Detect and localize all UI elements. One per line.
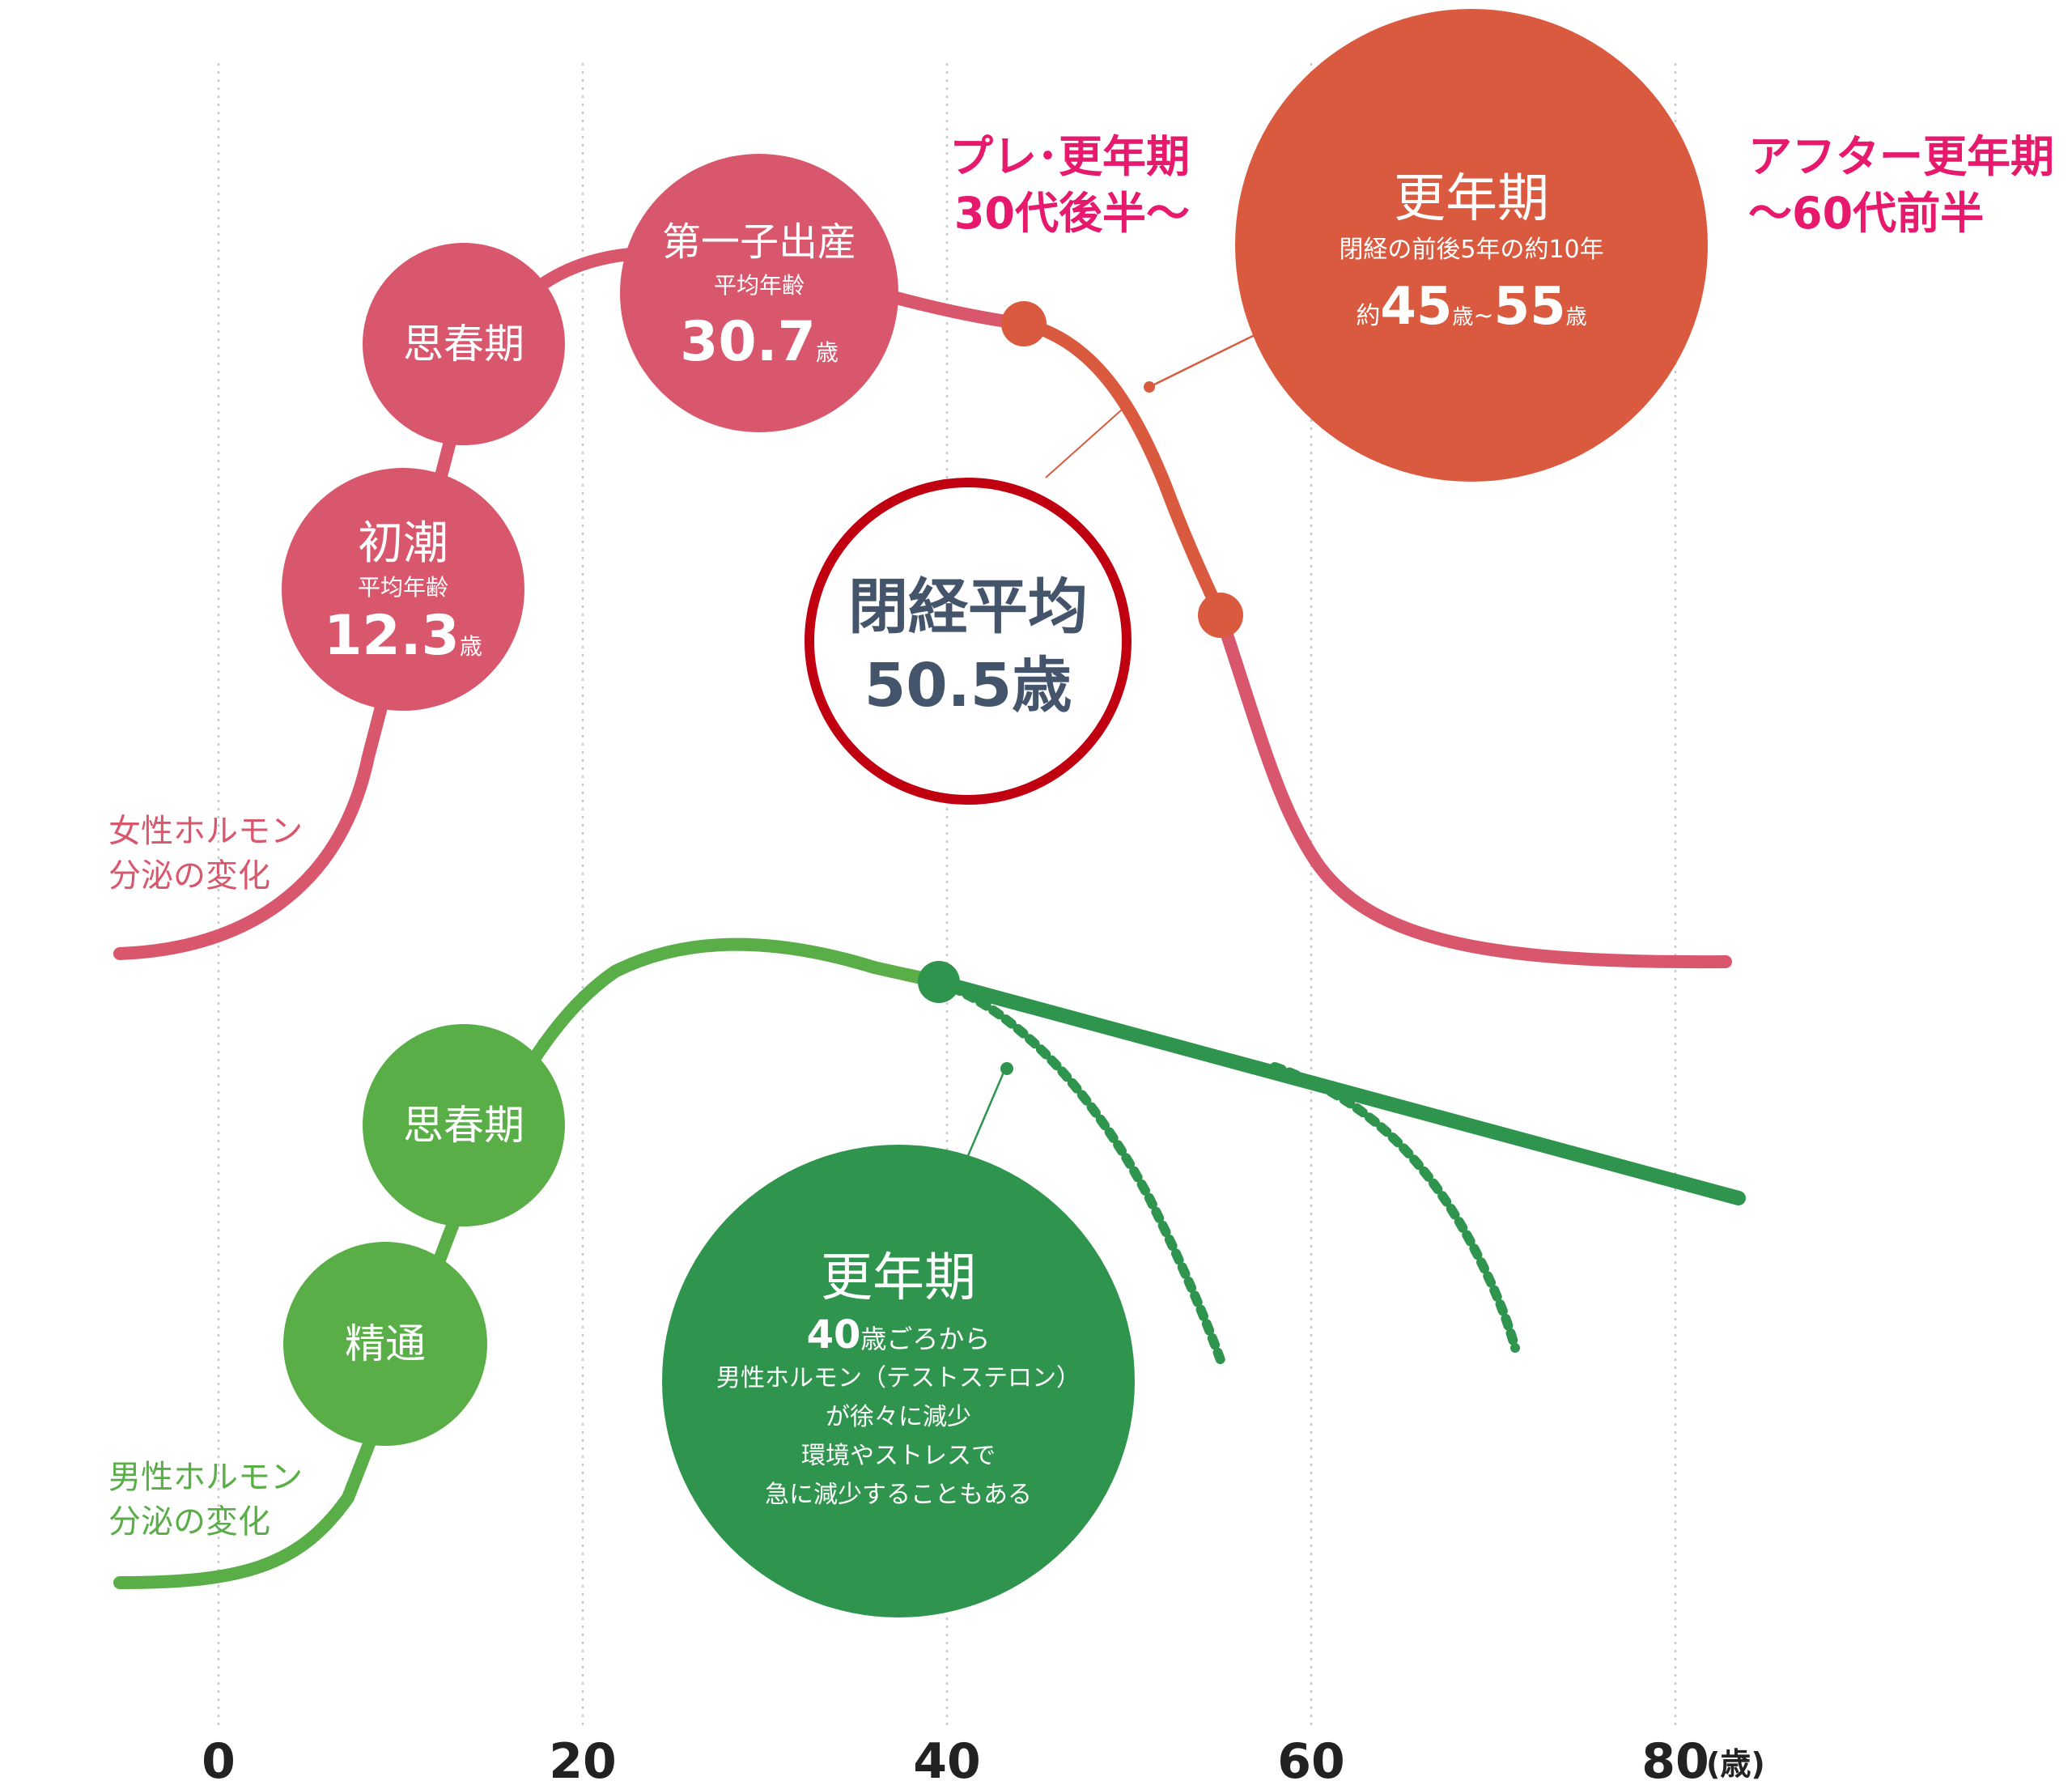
axis-tick-60: 60 [1277,1733,1345,1781]
andropause-line1-text: 歳ごろから [860,1324,990,1354]
first-birth-title: 第一子出産 [662,219,856,265]
after-menopause-phase-line1: アフター更年期 [1748,131,2054,182]
menarche-title: 初潮 [358,517,448,570]
bubble-first-ejaculation: 精通 [283,1242,487,1446]
bubble-female-menopause-circle [1235,9,1708,482]
menarche-sub: 平均年齢 [358,574,448,601]
axis-tick-0: 0 [202,1733,236,1781]
female-menopause-connector [1149,330,1262,389]
after-menopause-phase-line2: ～60代前半 [1748,188,1984,239]
andropause-line3: が徐々に減少 [826,1403,971,1431]
bubble-menarche-circle [282,468,524,711]
avg-menopause-circle [805,478,1132,805]
male-curve-sudden-drop-b [1270,1062,1520,1353]
menarche-num: 12.3 [324,604,460,668]
andropause-line1: 40歳ごろから [807,1312,991,1358]
range-unit2: 歳 [1566,305,1587,329]
pre-menopause-phase-line2: 30代後半～ [954,188,1190,239]
range-tilde: ~ [1473,302,1493,330]
andropause-line1-num: 40 [807,1312,861,1358]
first-birth-sub: 平均年齢 [714,272,805,299]
female-series-label-1: 女性ホルモン [108,813,303,850]
axis-tick-80: 80 [1641,1733,1709,1781]
bubble-female-puberty: 思春期 [363,243,565,445]
bubble-male-puberty: 思春期 [363,1024,565,1226]
male-series-label-1: 男性ホルモン [108,1459,303,1496]
axis-tick-20: 20 [549,1733,617,1781]
range-pre: 約 [1356,302,1380,330]
avg-menopause-callout: 閉経平均 50.5歳 [805,478,1132,805]
andropause-title: 更年期 [821,1248,976,1308]
axis-unit: (歳) [1706,1746,1765,1781]
first-birth-unit: 歳 [816,339,839,366]
bubble-female-menopause: 更年期 閉経の前後5年の約10年 約45歳~55歳 [1235,9,1708,482]
pre-menopause-marker [1001,301,1047,346]
female-menopause-sub: 閉経の前後5年の約10年 [1339,236,1603,264]
avg-menopause-line1: 閉経平均 [848,572,1088,642]
bubble-male-andropause: 更年期 40歳ごろから 男性ホルモン（テストステロン） が徐々に減少 環境やスト… [662,1145,1135,1617]
first-ejaculation-label: 精通 [345,1320,426,1367]
age-axis: 0 20 40 60 80 (歳) [202,1733,1765,1781]
female-puberty-label: 思春期 [403,321,524,368]
first-birth-num: 30.7 [680,310,816,374]
bubble-first-ejaculation-circle [283,1242,487,1446]
axis-tick-40: 40 [913,1733,981,1781]
male-curve-sudden-drop-a [934,977,1225,1365]
female-series-label-2: 分泌の変化 [108,857,270,895]
male-curve-gradual-decline [932,975,1746,1205]
bubble-male-andropause-circle [662,1145,1135,1617]
male-puberty-label: 思春期 [403,1102,524,1149]
range-num1: 45 [1380,277,1452,337]
range-num2: 55 [1494,277,1566,337]
male-curve-early [113,937,945,1589]
phase-labels: プレ･更年期 30代後半～ アフター更年期 ～60代前半 [949,131,2054,239]
female-curve-menopause [1017,317,1227,622]
pre-menopause-phase-line1: プレ･更年期 [949,131,1190,182]
female-connector-dot [1144,381,1155,393]
bubble-first-birth: 第一子出産 平均年齢 30.7歳 [620,154,898,432]
female-menopause-range: 約45歳~55歳 [1356,277,1586,337]
male-series-label-2: 分泌の変化 [108,1503,270,1541]
male-hormone-curve [113,937,1746,1589]
bubble-first-birth-circle [620,154,898,432]
male-40-marker [918,961,960,1003]
first-birth-value: 30.7歳 [680,310,839,374]
female-curve-late [1214,609,1732,969]
menarche-value: 12.3歳 [324,604,482,668]
andropause-line5: 急に減少することもある [765,1481,1032,1509]
andropause-line2: 男性ホルモン（テストステロン） [716,1364,1081,1392]
bubble-male-puberty-circle [363,1024,565,1226]
menarche-unit: 歳 [460,633,482,660]
female-menopause-title: 更年期 [1394,169,1549,229]
male-connector-dot [1000,1062,1013,1075]
andropause-line4: 環境やストレスで [801,1442,996,1470]
male-andropause-connector [966,1068,1007,1158]
post-menopause-marker [1198,593,1243,638]
avg-menopause-line2: 50.5歳 [864,651,1072,720]
avg-menopause-connector [1045,402,1130,478]
range-unit1: 歳 [1452,305,1473,329]
bubble-menarche: 初潮 平均年齢 12.3歳 [282,468,524,711]
bubble-female-puberty-circle [363,243,565,445]
